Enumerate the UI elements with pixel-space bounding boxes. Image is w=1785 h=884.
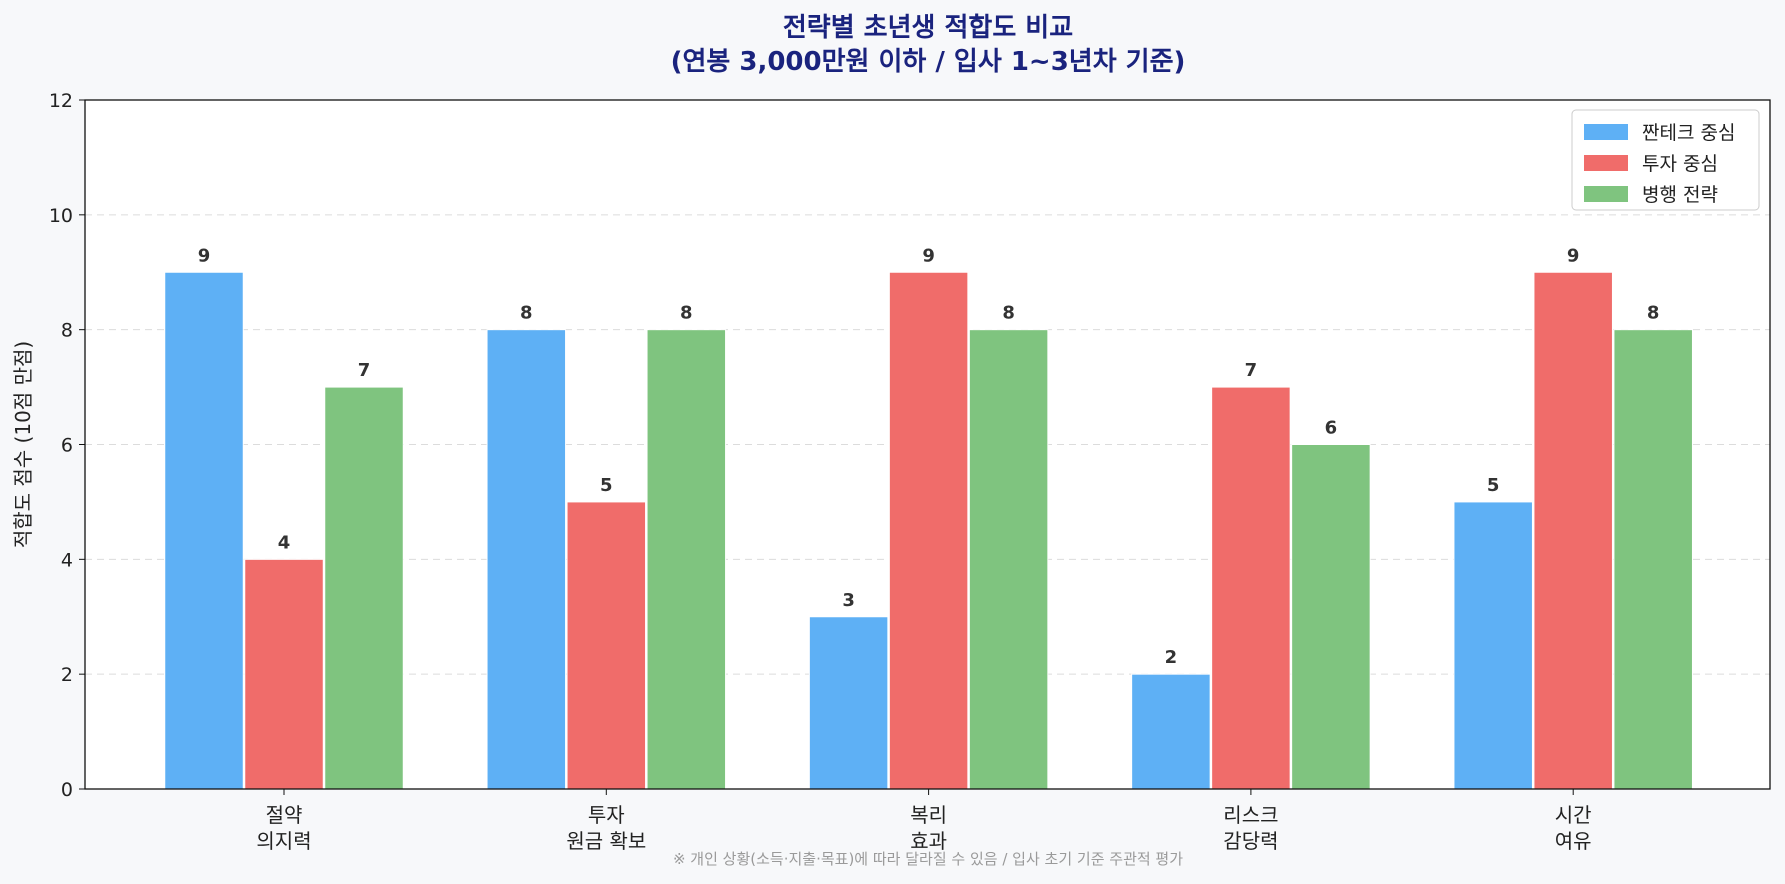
footnote: ※ 개인 상황(소득·지출·목표)에 따라 달라질 수 있음 / 입사 초기 기… (673, 850, 1183, 868)
data-label-0-4: 5 (1487, 475, 1500, 496)
bar-2-3 (1291, 444, 1371, 790)
bar-0-2 (808, 616, 889, 790)
data-label-0-3: 2 (1165, 647, 1178, 668)
data-label-0-1: 8 (520, 303, 533, 324)
data-label-1-1: 5 (600, 475, 613, 496)
bar-0-0 (164, 271, 244, 790)
data-label-2-0: 7 (358, 360, 371, 381)
data-label-2-2: 8 (1002, 303, 1015, 324)
bar-0-3 (1131, 673, 1211, 790)
legend-label-2: 병행 전략 (1642, 184, 1718, 206)
y-tick-label: 6 (61, 435, 73, 457)
x-tick-label: 복리 (910, 803, 947, 827)
bar-1-0 (244, 558, 324, 790)
chart-title-line-1: 전략별 초년생 적합도 비교 (783, 13, 1073, 43)
data-label-1-3: 7 (1245, 360, 1258, 381)
bar-2-4 (1613, 329, 1693, 790)
data-label-1-0: 4 (278, 532, 291, 553)
x-tick-label: 투자 (588, 803, 625, 827)
bars (164, 271, 1693, 790)
bar-0-4 (1453, 501, 1533, 790)
bar-2-1 (646, 329, 727, 790)
bar-1-4 (1533, 271, 1613, 790)
y-axis-ticks: 0 2 4 6 8 10 12 (49, 90, 85, 801)
x-tick-label: 효과 (910, 829, 947, 853)
bar-1-2 (888, 271, 969, 790)
x-tick-label: 시간 (1555, 803, 1592, 827)
bar-2-0 (324, 386, 404, 790)
y-axis-label: 적합도 점수 (10점 만점) (11, 341, 35, 548)
data-label-1-2: 9 (922, 245, 935, 266)
x-tick-label: 리스크 (1223, 803, 1278, 827)
x-tick-label: 절약 (266, 803, 303, 827)
data-labels: 9 8 3 2 5 4 5 9 7 9 7 8 8 6 8 (198, 245, 1660, 668)
bar-2-2 (968, 329, 1049, 790)
legend-swatch-1 (1584, 155, 1628, 171)
y-tick-label: 0 (61, 779, 73, 801)
bar-1-1 (566, 501, 647, 790)
chart-title-line-2: (연봉 3,000만원 이하 / 입사 1~3년차 기준) (671, 47, 1186, 77)
data-label-2-4: 8 (1647, 303, 1660, 324)
x-tick-label: 원금 확보 (566, 829, 646, 853)
x-tick-label: 의지력 (256, 829, 311, 853)
y-tick-label: 10 (49, 205, 73, 227)
y-tick-label: 4 (61, 549, 73, 571)
y-tick-label: 8 (61, 320, 73, 342)
x-tick-label: 감당력 (1223, 829, 1278, 853)
data-label-0-2: 3 (842, 590, 855, 611)
legend-label-1: 투자 중심 (1642, 153, 1718, 175)
data-label-0-0: 9 (198, 245, 211, 266)
bar-1-3 (1211, 386, 1291, 790)
legend-label-0: 짠테크 중심 (1642, 122, 1735, 144)
legend-swatch-2 (1584, 186, 1628, 202)
data-label-1-4: 9 (1567, 245, 1580, 266)
y-tick-label: 2 (61, 664, 73, 686)
data-label-2-3: 6 (1325, 418, 1338, 439)
data-label-2-1: 8 (680, 303, 693, 324)
bar-0-1 (486, 329, 567, 790)
y-tick-label: 12 (49, 90, 73, 112)
legend-swatch-0 (1584, 124, 1628, 140)
x-tick-label: 여유 (1555, 829, 1592, 853)
